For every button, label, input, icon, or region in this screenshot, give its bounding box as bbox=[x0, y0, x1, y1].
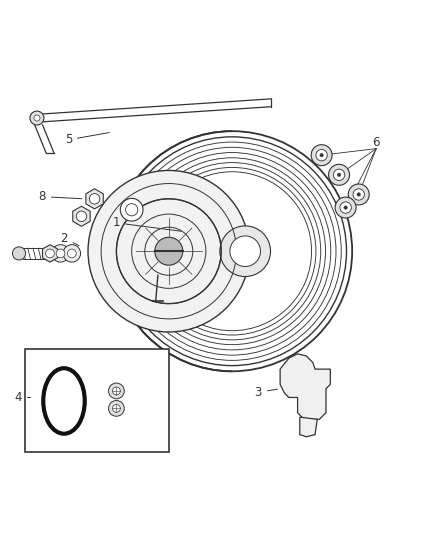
Circle shape bbox=[320, 154, 323, 157]
Polygon shape bbox=[300, 417, 317, 437]
Circle shape bbox=[316, 149, 327, 161]
Circle shape bbox=[340, 202, 351, 213]
Circle shape bbox=[113, 387, 120, 395]
Circle shape bbox=[34, 115, 40, 121]
Circle shape bbox=[155, 237, 183, 265]
Circle shape bbox=[344, 206, 347, 209]
Circle shape bbox=[67, 249, 76, 258]
Text: 3: 3 bbox=[254, 386, 277, 399]
Circle shape bbox=[76, 211, 87, 222]
Circle shape bbox=[220, 226, 271, 277]
Text: 1: 1 bbox=[113, 216, 181, 231]
Circle shape bbox=[348, 184, 369, 205]
Circle shape bbox=[357, 193, 360, 196]
Polygon shape bbox=[280, 354, 330, 419]
Polygon shape bbox=[73, 206, 90, 227]
Circle shape bbox=[89, 193, 100, 204]
Circle shape bbox=[46, 249, 54, 258]
Text: 2: 2 bbox=[60, 232, 79, 246]
Circle shape bbox=[109, 400, 124, 416]
Text: 8: 8 bbox=[39, 190, 82, 203]
Circle shape bbox=[337, 173, 341, 176]
Circle shape bbox=[333, 169, 345, 181]
Circle shape bbox=[335, 197, 356, 218]
Circle shape bbox=[230, 236, 261, 266]
Circle shape bbox=[311, 144, 332, 166]
Circle shape bbox=[88, 171, 250, 332]
Bar bbox=[25, 350, 169, 452]
Circle shape bbox=[56, 249, 65, 258]
Circle shape bbox=[63, 245, 81, 262]
Circle shape bbox=[328, 164, 350, 185]
Circle shape bbox=[113, 405, 120, 413]
Circle shape bbox=[353, 189, 364, 200]
Text: 5: 5 bbox=[65, 133, 110, 147]
Circle shape bbox=[30, 111, 44, 125]
Circle shape bbox=[120, 198, 143, 221]
Circle shape bbox=[109, 383, 124, 399]
Polygon shape bbox=[42, 245, 57, 262]
Circle shape bbox=[52, 245, 69, 262]
Circle shape bbox=[12, 247, 25, 260]
Text: 6: 6 bbox=[372, 136, 380, 149]
Text: 4: 4 bbox=[14, 391, 31, 404]
Polygon shape bbox=[86, 189, 103, 209]
